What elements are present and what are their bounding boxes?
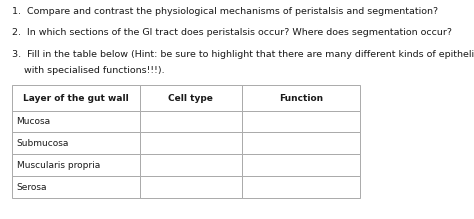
Bar [242,154,360,176]
Bar [140,85,242,111]
Text: 1.  Compare and contrast the physiological mechanisms of peristalsis and segment: 1. Compare and contrast the physiologica… [12,7,438,16]
Bar [12,85,140,111]
Bar [140,176,242,198]
Bar [12,132,140,154]
Text: 2.  In which sections of the GI tract does peristalsis occur? Where does segment: 2. In which sections of the GI tract doe… [12,28,452,37]
Text: Serosa: Serosa [17,183,47,192]
Text: Submucosa: Submucosa [17,139,69,148]
Bar [140,132,242,154]
Bar [242,85,360,111]
Bar [242,111,360,132]
Bar [242,176,360,198]
Text: Muscularis propria: Muscularis propria [17,161,100,170]
Bar [140,111,242,132]
Text: Layer of the gut wall: Layer of the gut wall [23,94,129,102]
Bar [140,154,242,176]
Text: Function: Function [279,94,323,102]
Text: Mucosa: Mucosa [17,117,51,126]
Text: with specialised functions!!!).: with specialised functions!!!). [12,66,164,75]
Bar [12,154,140,176]
Text: 3.  Fill in the table below (Hint: be sure to highlight that there are many diff: 3. Fill in the table below (Hint: be sur… [12,50,474,59]
Text: Cell type: Cell type [168,94,213,102]
Bar [12,176,140,198]
Bar [12,111,140,132]
Bar [242,132,360,154]
